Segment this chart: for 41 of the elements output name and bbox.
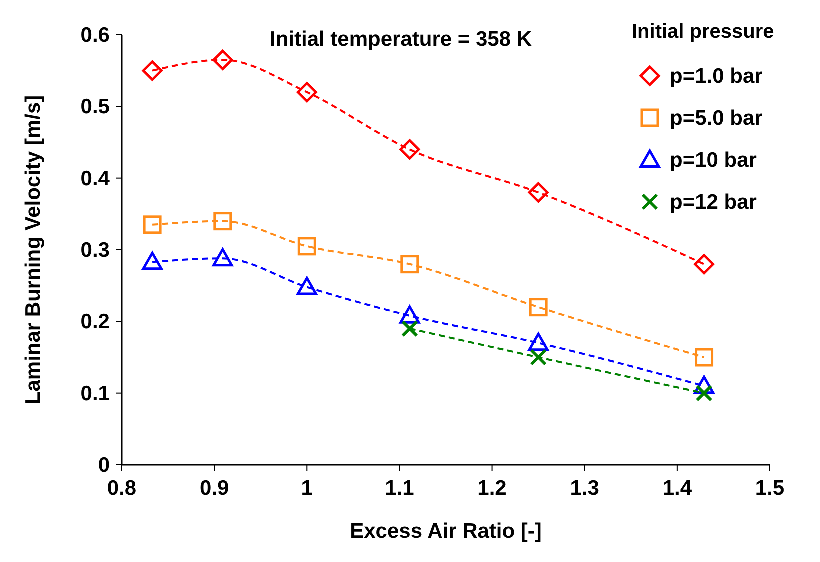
point xyxy=(694,254,715,275)
point xyxy=(400,255,420,274)
point xyxy=(401,320,418,338)
point xyxy=(528,182,549,203)
point xyxy=(298,237,316,256)
point xyxy=(296,277,318,296)
point xyxy=(142,252,163,270)
x-tick-label: 1.3 xyxy=(570,477,600,500)
x-tick-label: 1.5 xyxy=(755,477,785,500)
point xyxy=(530,349,548,366)
x-tick-label: 1.1 xyxy=(385,477,415,500)
point xyxy=(142,60,163,82)
point xyxy=(143,216,162,234)
point xyxy=(296,82,318,103)
point xyxy=(214,212,232,231)
y-tick-label: 0.1 xyxy=(80,382,110,406)
y-tick-label: 0.5 xyxy=(80,96,110,119)
y-tick-label: 0.6 xyxy=(80,24,110,47)
point xyxy=(400,139,420,160)
y-tick-label: 0.2 xyxy=(80,310,110,334)
annotation: Initial temperature = 358 K xyxy=(270,28,532,51)
y-axis-title: Laminar Burning Velocity [m/s] xyxy=(22,95,45,405)
x-tick-label: 1.2 xyxy=(478,477,507,500)
legend-label: p=10 bar xyxy=(670,149,757,172)
point xyxy=(212,248,234,267)
point xyxy=(695,348,714,367)
legend-title: Initial pressure xyxy=(632,21,774,43)
point xyxy=(529,298,548,317)
x-axis-title: Excess Air Ratio [-] xyxy=(350,520,542,543)
legend-label: p=5.0 bar xyxy=(670,107,763,130)
x-tick-label: 0.8 xyxy=(107,477,137,500)
point xyxy=(212,50,234,70)
legend-label: p=12 bar xyxy=(670,191,757,214)
x-tick-label: 0.9 xyxy=(200,477,230,500)
x-tick-label: 1 xyxy=(301,477,314,500)
y-tick-label: 0 xyxy=(98,454,110,477)
point xyxy=(528,332,549,352)
y-tick-label: 0.3 xyxy=(80,239,110,262)
legend-label: p=1.0 bar xyxy=(670,65,763,88)
y-tick-label: 0.4 xyxy=(80,167,110,190)
x-tick-label: 1.4 xyxy=(662,477,692,500)
